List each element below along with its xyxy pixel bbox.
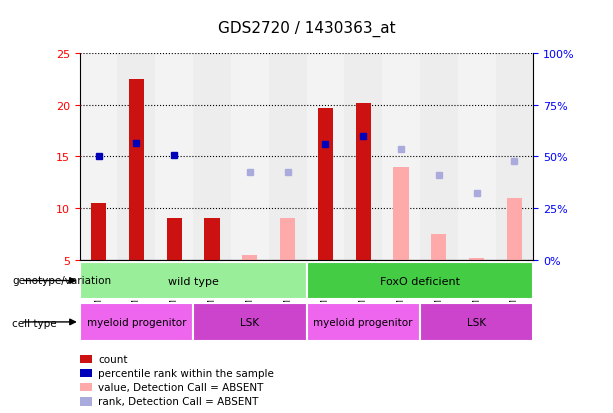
Bar <box>80 304 193 341</box>
Bar <box>205 219 219 260</box>
Bar <box>193 304 306 341</box>
Bar <box>394 167 408 260</box>
Bar <box>495 54 533 260</box>
Bar <box>420 54 458 260</box>
Bar <box>193 54 231 260</box>
Text: cell type: cell type <box>12 318 57 328</box>
Bar <box>345 54 382 260</box>
Text: wild type: wild type <box>168 276 218 286</box>
Bar <box>458 54 495 260</box>
Bar <box>507 198 522 260</box>
Bar <box>268 54 306 260</box>
Bar <box>80 54 118 260</box>
Bar <box>155 54 193 260</box>
Bar <box>420 304 533 341</box>
Bar <box>318 109 333 260</box>
Text: myeloid progenitor: myeloid progenitor <box>313 317 413 327</box>
Bar <box>306 262 533 299</box>
Bar <box>306 54 345 260</box>
Bar <box>129 79 144 260</box>
Text: percentile rank within the sample: percentile rank within the sample <box>98 368 274 378</box>
Bar <box>118 54 155 260</box>
Text: count: count <box>98 354 128 364</box>
Text: genotype/variation: genotype/variation <box>12 275 112 285</box>
Bar <box>167 219 181 260</box>
Bar <box>432 235 446 260</box>
Bar <box>231 54 268 260</box>
Text: GDS2720 / 1430363_at: GDS2720 / 1430363_at <box>218 21 395 37</box>
Bar <box>91 204 106 260</box>
Bar <box>382 54 420 260</box>
Text: LSK: LSK <box>240 317 259 327</box>
Bar <box>242 255 257 260</box>
Bar <box>280 219 295 260</box>
Text: value, Detection Call = ABSENT: value, Detection Call = ABSENT <box>98 382 264 392</box>
Text: myeloid progenitor: myeloid progenitor <box>86 317 186 327</box>
Text: FoxO deficient: FoxO deficient <box>380 276 460 286</box>
Text: rank, Detection Call = ABSENT: rank, Detection Call = ABSENT <box>98 396 259 406</box>
Bar <box>80 262 306 299</box>
Bar <box>469 258 484 260</box>
Bar <box>306 304 420 341</box>
Bar <box>356 103 371 260</box>
Text: LSK: LSK <box>467 317 486 327</box>
